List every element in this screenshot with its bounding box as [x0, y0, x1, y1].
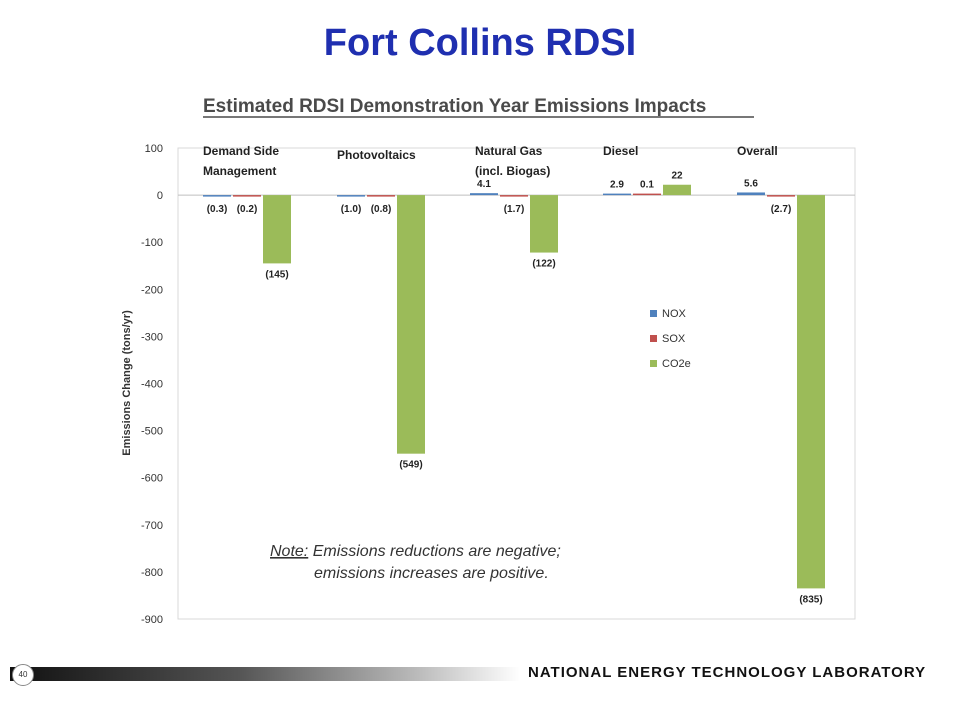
emissions-chart: Estimated RDSI Demonstration Year Emissi…	[121, 96, 856, 626]
category-label: Diesel	[603, 144, 638, 158]
data-label: (2.7)	[771, 204, 792, 215]
legend-label: CO2e	[662, 358, 691, 370]
bar-sox	[633, 193, 661, 196]
bar-nox	[470, 193, 498, 196]
legend-label: NOX	[662, 308, 687, 320]
bar-nox	[737, 192, 765, 196]
bar-sox	[767, 195, 795, 197]
y-tick-label: -100	[141, 237, 163, 249]
footer-gradient-bar	[10, 667, 520, 681]
category-label: Overall	[737, 144, 778, 158]
y-tick-label: -600	[141, 473, 163, 485]
page-number: 40	[12, 664, 34, 686]
bar-sox	[233, 195, 261, 197]
data-label: (835)	[799, 594, 822, 605]
data-label: (0.2)	[237, 204, 258, 215]
category-label: Photovoltaics	[337, 148, 416, 162]
note-line-1: Note: Emissions reductions are negative;	[270, 543, 561, 560]
y-tick-label: -800	[141, 567, 163, 579]
data-label: (0.3)	[207, 204, 228, 215]
note-line-2: emissions increases are positive.	[314, 565, 549, 582]
legend-swatch-nox	[650, 310, 657, 317]
y-tick-label: -400	[141, 379, 163, 391]
bar-co2e	[530, 195, 558, 253]
y-axis-label: Emissions Change (tons/yr)	[121, 310, 133, 456]
bar-sox	[367, 195, 395, 197]
bar-co2e	[797, 195, 825, 589]
bar-co2e	[663, 184, 691, 196]
category-label: Management	[203, 164, 276, 178]
data-label: (122)	[532, 259, 555, 270]
slide-title: Fort Collins RDSI	[323, 22, 637, 64]
note-text: Emissions reductions are negative;	[308, 543, 561, 560]
data-label: 22	[671, 171, 683, 182]
chart-title: Estimated RDSI Demonstration Year Emissi…	[203, 96, 706, 117]
plot-area-border	[177, 147, 856, 620]
data-label: 2.9	[610, 180, 624, 191]
footer-organization: NATIONAL ENERGY TECHNOLOGY LABORATORY	[528, 664, 927, 681]
legend-label: SOX	[662, 333, 686, 345]
category-label: Demand Side	[203, 144, 279, 158]
y-tick-label: 0	[157, 190, 163, 202]
data-label: (1.0)	[341, 204, 362, 215]
data-label: (549)	[399, 460, 422, 471]
y-tick-label: -200	[141, 284, 163, 296]
data-label: 0.1	[640, 180, 654, 191]
bar-nox	[337, 195, 365, 197]
bar-sox	[500, 195, 528, 197]
data-label: 4.1	[477, 179, 491, 190]
category-label: Natural Gas	[475, 144, 543, 158]
data-label: (145)	[265, 269, 288, 280]
data-label: 5.6	[744, 178, 758, 189]
bar-nox	[203, 195, 231, 197]
y-tick-label: -500	[141, 426, 163, 438]
legend-swatch-co2e	[650, 360, 657, 367]
note-label: Note:	[270, 543, 308, 560]
y-tick-label: -300	[141, 331, 163, 343]
data-label: (0.8)	[371, 204, 392, 215]
y-tick-label: -900	[141, 614, 163, 626]
y-tick-label: 100	[145, 143, 163, 155]
category-label: (incl. Biogas)	[475, 164, 550, 178]
legend-swatch-sox	[650, 335, 657, 342]
bar-nox	[603, 193, 631, 196]
bar-co2e	[263, 195, 291, 264]
bar-co2e	[397, 195, 425, 454]
y-tick-label: -700	[141, 520, 163, 532]
data-label: (1.7)	[504, 204, 525, 215]
